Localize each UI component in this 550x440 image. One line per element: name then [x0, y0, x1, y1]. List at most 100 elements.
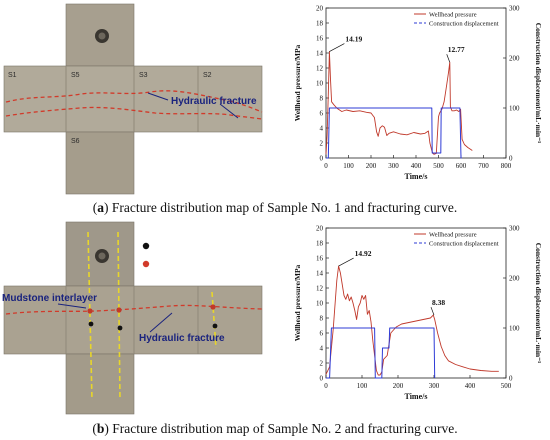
y-tick-label-left: 8	[320, 315, 324, 323]
x-tick-label: 300	[388, 162, 399, 170]
interlayer-line-2	[117, 231, 121, 401]
y-tick-label-right: 100	[509, 105, 520, 113]
chart-a: 0 100 200 300 400 500 600 700 800024681012141618…	[293, 5, 543, 182]
peak-annotation: 14.92	[355, 249, 372, 258]
interlayer-line-1	[87, 231, 93, 401]
legend-pressure-label: Wellhead pressure	[429, 12, 477, 19]
y-tick-label-left: 2	[320, 360, 324, 368]
sealed-point-3	[212, 323, 218, 329]
hydraulic-fracture-label-b: Hydraulic fracture	[139, 333, 225, 344]
y-tick-label-right: 0	[509, 375, 513, 383]
y-axis-label-right: Construction displacement/mL·min⁻¹	[534, 243, 543, 364]
x-tick-label: 600	[456, 162, 467, 170]
y-tick-label-left: 16	[316, 255, 324, 263]
fracture-arrow	[149, 312, 173, 333]
sealed-point-1	[88, 321, 94, 327]
x-tick-label: 200	[366, 162, 377, 170]
y-tick-label-right: 300	[509, 225, 520, 233]
y-tick-label-left: 12	[316, 65, 324, 73]
plot-frame	[325, 7, 507, 159]
caption-a-text: Fracture distribution map of Sample No. …	[111, 200, 458, 215]
peak-annotation: 8.38	[432, 298, 445, 307]
face-label-s2: S2	[203, 72, 212, 79]
sealed-marker	[142, 242, 150, 250]
y-tick-label-left: 6	[320, 110, 324, 118]
x-axis-label: Time/s	[405, 172, 428, 181]
y-tick-label-left: 4	[320, 345, 324, 353]
specimen-cross	[3, 221, 263, 415]
interlayer-line-3	[211, 291, 217, 349]
x-tick-label: 700	[478, 162, 489, 170]
legend-displacement-label: Construction displacement	[429, 241, 499, 248]
legend-displacement-label: Construction displacement	[429, 21, 499, 28]
sample-2-photo: Sealed off Through the interlayer Mudsto…	[2, 221, 263, 415]
annotation-arrow-1	[147, 92, 169, 101]
y-tick-label-right: 100	[509, 325, 520, 333]
x-tick-label: 800	[501, 162, 512, 170]
y-tick-label-left: 16	[316, 35, 324, 43]
caption-b-label: b	[96, 421, 105, 436]
y-tick-label-left: 18	[316, 240, 324, 248]
y-tick-label-left: 10	[316, 300, 324, 308]
through-point-3	[210, 304, 216, 310]
x-tick-label: 400	[411, 162, 422, 170]
y-tick-label-left: 18	[316, 20, 324, 28]
y-tick-label-left: 8	[320, 95, 324, 103]
photo-legend: Sealed off Through the interlayer	[142, 242, 251, 271]
y-tick-label-left: 14	[316, 270, 324, 278]
through-point-2	[116, 307, 122, 313]
y-tick-label-right: 300	[509, 5, 520, 13]
annotation-leader	[338, 257, 354, 267]
annotation-leader	[430, 307, 435, 316]
annotation-leader	[446, 54, 451, 63]
y-tick-label-left: 20	[316, 5, 324, 13]
caption-a: (a) Fracture distribution map of Sample …	[92, 200, 458, 215]
y-tick-label-left: 20	[316, 225, 324, 233]
y-tick-label-left: 14	[316, 50, 324, 58]
caption-b-text: Fracture distribution map of Sample No. …	[112, 421, 458, 436]
x-tick-label: 500	[433, 162, 444, 170]
hydraulic-fracture-label: Hydraulic fracture	[171, 96, 257, 107]
x-tick-label: 100	[343, 162, 354, 170]
peak-annotation: 12.77	[448, 45, 465, 54]
sample-1-photo: S1 S5 S3 S2 S6 Hydraulic fracture	[3, 3, 263, 195]
panel-a: S1 S5 S3 S2 S6 Hydraulic fracture 0 100 20…	[3, 3, 543, 215]
y-tick-label-left: 6	[320, 330, 324, 338]
y-tick-label-left: 10	[316, 80, 324, 88]
panel-b: Sealed off Through the interlayer Mudsto…	[0, 220, 550, 440]
y-axis-label-left: Wellhead pressure/MPa	[293, 44, 302, 121]
fracture-trace-lower	[5, 106, 263, 120]
x-tick-label: 100	[357, 382, 368, 390]
chart-b: 0 100 200 300 400 500024681012141618200100200…	[293, 225, 543, 402]
sealed-point-2	[117, 325, 123, 331]
specimen-cross	[3, 3, 263, 195]
y-tick-label-left: 0	[320, 375, 324, 383]
through-point-1	[87, 308, 93, 314]
x-tick-label: 200	[393, 382, 404, 390]
x-tick-label: 0	[324, 162, 328, 170]
face-label-s1: S1	[8, 72, 17, 79]
displacement-series-line	[326, 327, 436, 379]
face-label-s5: S5	[71, 72, 80, 79]
chart-b-layer: 0 100 200 300 400 500024681012141618200100200…	[293, 225, 543, 402]
pressure-series-line	[325, 265, 499, 376]
y-tick-label-left: 4	[320, 125, 324, 133]
x-axis-label: Time/s	[405, 392, 428, 401]
chart-a-layer: 0 100 200 300 400 500 600 700 800024681012141618…	[293, 5, 543, 182]
x-tick-label: 500	[501, 382, 512, 390]
through-legend-label: Through the interlayer	[152, 260, 251, 271]
annotation-leader	[329, 43, 345, 52]
caption-b: (b) Fracture distribution map of Sample …	[92, 421, 458, 436]
y-tick-label-left: 2	[320, 140, 324, 148]
y-tick-label-right: 0	[509, 155, 513, 163]
mudstone-arrow	[57, 303, 87, 309]
y-tick-label-left: 0	[320, 155, 324, 163]
y-axis-label-left: Wellhead pressure/MPa	[293, 264, 302, 341]
annotation-arrow-2	[219, 103, 239, 119]
x-tick-label: 400	[465, 382, 476, 390]
y-axis-label-right: Construction displacement/mL·min⁻¹	[534, 23, 543, 144]
x-tick-label: 300	[429, 382, 440, 390]
y-tick-label-left: 12	[316, 285, 324, 293]
y-tick-label-right: 200	[509, 55, 520, 63]
face-label-s6: S6	[71, 138, 80, 145]
